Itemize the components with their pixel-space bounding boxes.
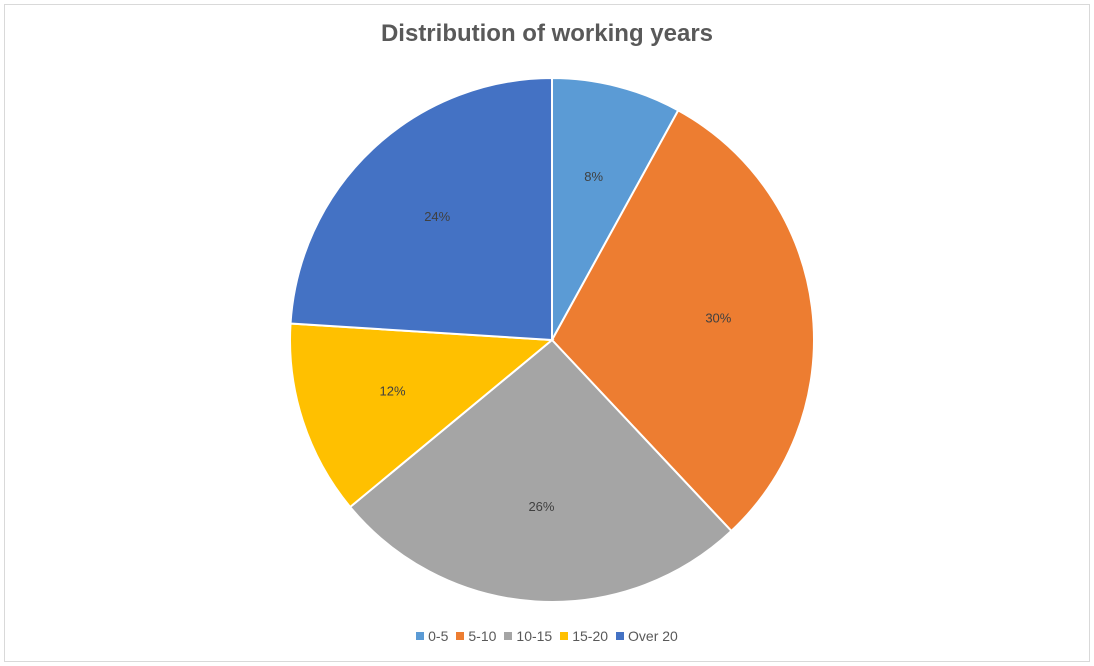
pie-slice-0-5 <box>551 76 680 341</box>
legend-label: 15-20 <box>572 628 609 644</box>
data-label-10-15: 26% <box>528 499 554 514</box>
legend-label: Over 20 <box>628 628 678 644</box>
legend-item-0-5: 0-5 <box>416 628 448 644</box>
pie-slice-5-10 <box>550 109 815 533</box>
pie-slice-over-20 <box>289 76 553 342</box>
legend-swatch <box>560 632 569 640</box>
data-label-over-20: 24% <box>424 209 450 224</box>
data-label-15-20: 12% <box>380 383 406 398</box>
chart-legend: 0-5 5-10 10-15 15-20 Over 20 <box>0 628 1094 644</box>
data-label-0-5: 8% <box>584 169 603 184</box>
legend-swatch <box>416 632 425 640</box>
legend-item-10-15: 10-15 <box>504 628 552 644</box>
data-label-5-10: 30% <box>705 310 731 325</box>
legend-item-over-20: Over 20 <box>616 628 678 644</box>
legend-swatch <box>456 632 465 640</box>
chart-title: Distribution of working years <box>380 20 714 47</box>
pie-slice-15-20 <box>289 322 555 509</box>
legend-swatch <box>504 632 513 640</box>
pie-slice-10-15 <box>348 338 733 603</box>
legend-label: 10-15 <box>516 628 553 644</box>
legend-label: 5-10 <box>468 628 497 644</box>
legend-label: 0-5 <box>428 628 449 644</box>
legend-item-15-20: 15-20 <box>560 628 608 644</box>
legend-swatch <box>616 632 625 640</box>
legend-item-5-10: 5-10 <box>456 628 496 644</box>
